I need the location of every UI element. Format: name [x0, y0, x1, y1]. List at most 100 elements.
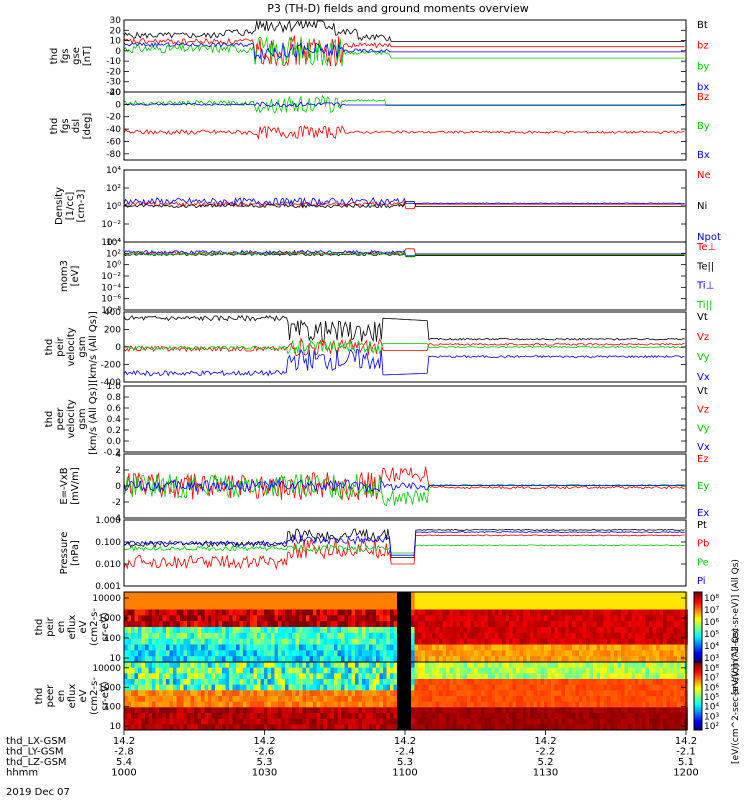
- spectrogram-cell: [348, 713, 352, 720]
- spectrogram-cell: [540, 627, 545, 634]
- spectrogram-cell: [663, 679, 667, 686]
- spectrogram-cell: [456, 667, 461, 674]
- spectrogram-cell: [201, 621, 205, 628]
- spectrogram-cell: [610, 713, 615, 720]
- spectrogram-cell: [383, 696, 387, 703]
- spectrogram-cell: [344, 650, 349, 657]
- y-tick-label: 0: [115, 482, 121, 492]
- spectrogram-cell: [442, 615, 447, 622]
- spectrogram-cell: [575, 701, 580, 708]
- spectrogram-cell: [306, 597, 310, 605]
- spectrogram-cell: [470, 627, 475, 634]
- spectrogram-cell: [600, 597, 604, 605]
- spectrogram-cell: [131, 597, 135, 605]
- spectrogram-cell: [411, 667, 415, 674]
- spectrogram-cell: [449, 609, 454, 616]
- spectrogram-cell: [379, 718, 384, 725]
- spectrogram-cell: [281, 707, 286, 714]
- colorbar-segment: [694, 658, 702, 661]
- spectrogram-cell: [383, 690, 387, 697]
- spectrogram-cell: [201, 690, 205, 697]
- spectrogram-cell: [253, 592, 258, 599]
- spectrogram-cell: [558, 673, 562, 680]
- spectrogram-cell: [124, 701, 128, 708]
- spectrogram-cell: [642, 724, 646, 731]
- spectrogram-cell: [663, 690, 667, 697]
- spectrogram-cell: [586, 627, 590, 634]
- spectrogram-cell: [635, 638, 639, 645]
- spectrogram-cell: [516, 627, 520, 634]
- spectrogram-cell: [509, 638, 513, 645]
- spectrogram-cell: [201, 656, 205, 663]
- spectrogram-cell: [376, 597, 380, 605]
- spectrogram-cell: [414, 713, 419, 720]
- spectrogram-cell: [526, 615, 531, 622]
- spectrogram-cell: [649, 632, 653, 640]
- spectrogram-cell: [575, 690, 580, 697]
- spectrogram-cell: [628, 707, 632, 714]
- spectrogram-cell: [232, 650, 237, 657]
- spectrogram-cell: [229, 621, 233, 628]
- spectrogram-cell: [488, 707, 492, 714]
- spectrogram-cell: [229, 644, 233, 651]
- spectrogram-cell: [645, 684, 650, 691]
- spectrogram-cell: [383, 644, 387, 651]
- spectrogram-cell: [530, 615, 534, 622]
- spectrogram-cell: [355, 615, 359, 622]
- spectrogram-cell: [673, 724, 678, 731]
- spectrogram-cell: [624, 621, 629, 628]
- spectrogram-cell: [481, 684, 485, 691]
- spectrogram-cell: [288, 679, 293, 686]
- spectrogram-cell: [243, 707, 247, 714]
- spectrogram-cell: [467, 621, 471, 628]
- spectrogram-cell: [232, 656, 237, 663]
- spectrogram-cell: [236, 707, 240, 714]
- spectrogram-cell: [267, 684, 272, 691]
- spectrogram-cell: [288, 632, 293, 640]
- spectrogram-cell: [579, 713, 583, 720]
- spectrogram-cell: [666, 638, 671, 645]
- spectrogram-cell: [593, 615, 597, 622]
- spectrogram-cell: [477, 701, 482, 708]
- spectrogram-cell: [565, 696, 569, 703]
- spectrogram-cell: [600, 656, 604, 663]
- spectrogram-cell: [652, 615, 657, 622]
- spectrogram-cell: [456, 673, 461, 680]
- y-tick-label: 10: [110, 654, 122, 664]
- spectrogram-cell: [621, 615, 625, 622]
- spectrogram-cell: [614, 707, 618, 714]
- spectrogram-cell: [589, 701, 594, 708]
- spectrogram-cell: [155, 713, 160, 720]
- spectrogram-cell: [418, 684, 422, 691]
- spectrogram-cell: [323, 724, 328, 731]
- spectrogram-cell: [610, 673, 615, 680]
- spectrogram-cell: [505, 597, 510, 605]
- spectrogram-cell: [299, 684, 303, 691]
- spectrogram-cell: [663, 603, 667, 610]
- spectrogram-cell: [554, 707, 559, 714]
- spectrogram-cell: [551, 638, 555, 645]
- spectrogram-cell: [313, 597, 317, 605]
- x-tick-label: 5.1: [678, 757, 694, 768]
- spectrogram-cell: [285, 592, 289, 599]
- spectrogram-cell: [575, 603, 580, 610]
- spectrogram-cell: [369, 673, 373, 680]
- spectrogram-cell: [173, 644, 177, 651]
- spectrogram-cell: [292, 724, 296, 731]
- spectrogram-cell: [435, 656, 440, 663]
- spectrogram-cell: [677, 696, 681, 703]
- spectrogram-cell: [152, 609, 156, 616]
- spectrogram-cell: [127, 724, 132, 731]
- spectrogram-cell: [159, 667, 163, 674]
- spectrogram-cell: [659, 638, 664, 645]
- spectrogram-cell: [320, 656, 324, 663]
- spectrogram-cell: [561, 679, 566, 686]
- spectrogram-cell: [155, 696, 160, 703]
- spectrogram-cell: [631, 696, 636, 703]
- spectrogram-cell: [586, 650, 590, 657]
- spectrogram-cell: [421, 690, 426, 697]
- spectrogram-cell: [456, 644, 461, 651]
- spectrogram-cell: [134, 707, 139, 714]
- spectrogram-cell: [491, 656, 496, 663]
- spectrogram-cell: [442, 718, 447, 725]
